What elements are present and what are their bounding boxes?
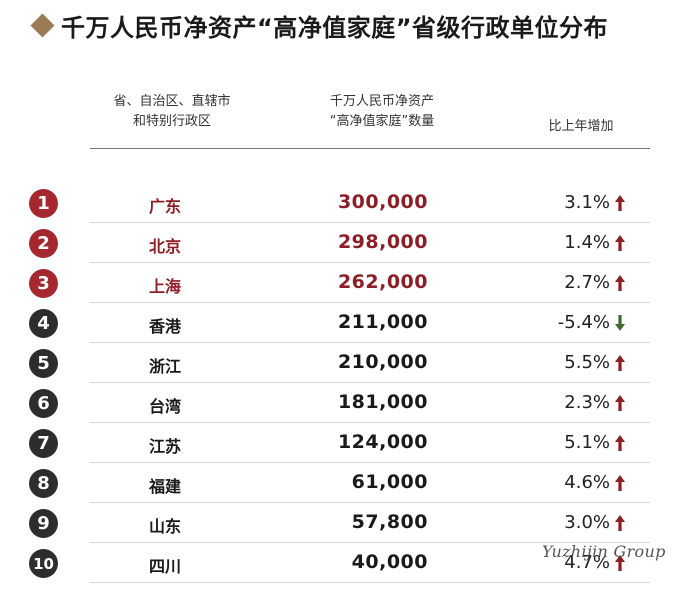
rank-badge: 9 [29,509,58,538]
arrow-down-icon [614,314,626,332]
yoy-change: 4.7% [564,552,610,573]
column-header-count-line-1: 千万人民币净资产 [329,94,434,109]
diamond-icon [30,13,55,38]
region-name: 上海 [148,277,181,296]
arrow-up-icon [614,474,626,492]
row-divider [90,502,650,503]
table-row: 9 山东 57,800 3.0% [0,503,696,543]
table-row: 2 北京 298,000 1.4% [0,223,696,263]
arrow-up-icon [614,234,626,252]
column-header-change: 比上年增加 [548,119,614,134]
table-row: 5 浙江 210,000 5.5% [0,343,696,383]
yoy-change: 3.1% [564,192,610,213]
table-row: 3 上海 262,000 2.7% [0,263,696,303]
row-divider [90,462,650,463]
region-name: 北京 [148,237,181,256]
yoy-change: 1.4% [564,232,610,253]
yoy-change: -5.4% [557,312,610,333]
arrow-up-icon [614,194,626,212]
household-count: 181,000 [337,391,428,413]
household-count: 211,000 [337,311,428,333]
column-header-region: 省、自治区、直辖市 和特别行政区 [96,92,248,132]
table-row: 1 广东 300,000 3.1% [0,183,696,223]
arrow-up-icon [614,394,626,412]
header-divider [90,148,650,149]
rank-badge: 7 [29,429,58,458]
yoy-change: 3.0% [564,512,610,533]
region-name: 福建 [148,477,181,496]
rank-badge: 2 [29,229,58,258]
column-header-region-line-1: 省、自治区、直辖市 [113,94,231,109]
region-name: 香港 [148,317,181,336]
yoy-change: 5.5% [564,352,610,373]
table-row: 6 台湾 181,000 2.3% [0,383,696,423]
household-count: 298,000 [337,231,428,253]
row-divider [90,382,650,383]
row-divider [90,262,650,263]
arrow-up-icon [614,514,626,532]
region-name: 江苏 [148,437,181,456]
rank-badge: 6 [29,389,58,418]
region-name: 台湾 [148,397,181,416]
column-header-count-line-2: “高净值家庭”数量 [329,114,435,129]
row-divider [90,422,650,423]
yoy-change: 2.7% [564,272,610,293]
arrow-up-icon [614,554,626,572]
table-row: 7 江苏 124,000 5.1% [0,423,696,463]
arrow-up-icon [614,354,626,372]
rank-badge: 1 [29,189,58,218]
yoy-change: 2.3% [564,392,610,413]
yoy-change: 5.1% [564,432,610,453]
rank-badge: 10 [29,549,58,578]
table-row: 4 香港 211,000 -5.4% [0,303,696,343]
table-row: 10 四川 40,000 4.7% [0,543,696,583]
column-header-count: 千万人民币净资产 “高净值家庭”数量 [306,92,458,132]
household-count: 57,800 [351,511,428,533]
region-name: 广东 [148,197,181,216]
household-count: 61,000 [351,471,428,493]
row-divider [90,582,650,583]
region-name: 山东 [148,517,181,536]
row-divider [90,302,650,303]
household-count: 40,000 [351,551,428,573]
rank-badge: 5 [29,349,58,378]
region-name: 四川 [148,557,181,576]
household-count: 210,000 [337,351,428,373]
title-row: 千万人民币净资产“高净值家庭”省级行政单位分布 [28,8,608,43]
column-header-region-line-2: 和特别行政区 [132,114,211,129]
rank-badge: 4 [29,309,58,338]
arrow-up-icon [614,434,626,452]
row-divider [90,542,650,543]
watermark: Yuzhijin Group [542,542,666,561]
yoy-change: 4.6% [564,472,610,493]
household-count: 262,000 [337,271,428,293]
page-title: 千万人民币净资产“高净值家庭”省级行政单位分布 [61,14,609,42]
row-divider [90,222,650,223]
row-divider [90,342,650,343]
arrow-up-icon [614,274,626,292]
region-name: 浙江 [148,357,181,376]
ranking-table: 1 广东 300,000 3.1% 2 北京 298,000 1.4% 3 上海 262,000 2.… [0,183,696,583]
household-count: 124,000 [337,431,428,453]
table-row: 8 福建 61,000 4.6% [0,463,696,503]
household-count: 300,000 [337,191,428,213]
rank-badge: 3 [29,269,58,298]
rank-badge: 8 [29,469,58,498]
